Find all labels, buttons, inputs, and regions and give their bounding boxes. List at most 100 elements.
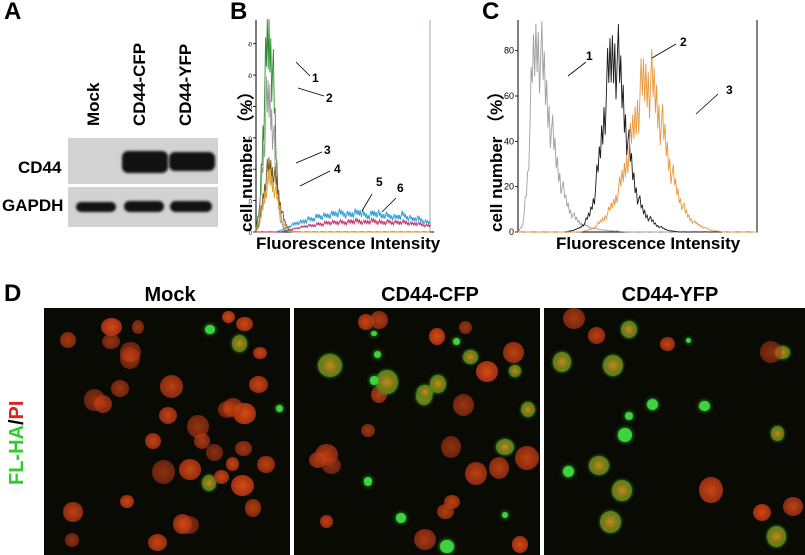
cell-nucleus bbox=[358, 314, 374, 330]
green-fluorescent-spot bbox=[625, 411, 634, 421]
cell-nucleus bbox=[320, 515, 333, 529]
c-y-axis-label-unit: （%） bbox=[487, 82, 506, 132]
c-x-axis-label: Fluorescence Intensity bbox=[556, 234, 741, 253]
cell-nucleus bbox=[612, 480, 632, 501]
cell-nucleus bbox=[119, 494, 135, 509]
cell-nucleus bbox=[248, 375, 269, 394]
cell-nucleus bbox=[512, 536, 528, 553]
b-curve-label-4: 4 bbox=[334, 162, 341, 176]
cell-nucleus bbox=[508, 364, 521, 378]
cell-nucleus bbox=[236, 316, 253, 332]
cell-nucleus bbox=[214, 470, 229, 485]
stain-label-green: FL-HA bbox=[6, 425, 28, 485]
cell-nucleus bbox=[376, 369, 398, 395]
cell-nucleus bbox=[218, 401, 237, 419]
green-fluorescent-spot bbox=[646, 398, 659, 411]
c-series-2-line bbox=[517, 23, 758, 233]
b-curve-label-1: 1 bbox=[312, 71, 319, 85]
cell-nucleus bbox=[621, 321, 638, 339]
c-y-tick-label: 20 bbox=[504, 182, 514, 192]
western-blot-gapdh bbox=[68, 187, 218, 227]
cell-nucleus bbox=[147, 534, 167, 551]
b-y-tick-label: 10 bbox=[248, 200, 253, 206]
cell-nucleus bbox=[193, 433, 210, 449]
micrograph-cd44-cfp bbox=[294, 308, 540, 555]
cell-nucleus bbox=[587, 327, 606, 344]
cell-nucleus bbox=[202, 475, 217, 492]
c-curve-label-1: 1 bbox=[586, 49, 593, 63]
cell-nucleus bbox=[159, 374, 183, 398]
cell-nucleus bbox=[430, 375, 447, 393]
cell-nucleus bbox=[225, 457, 239, 472]
cell-nucleus bbox=[314, 443, 338, 465]
cell-nucleus bbox=[766, 526, 786, 547]
stain-label: FL-HA/PI bbox=[6, 401, 29, 485]
b-curve-label-6: 6 bbox=[397, 181, 404, 195]
c-series-3-line bbox=[517, 49, 758, 233]
b-curve-label-2: 2 bbox=[326, 91, 333, 105]
b-curve-label-5: 5 bbox=[376, 175, 383, 189]
cell-nucleus bbox=[417, 385, 433, 399]
cell-nucleus bbox=[783, 496, 803, 516]
cell-nucleus bbox=[173, 514, 193, 535]
b-series-2-line bbox=[255, 76, 431, 233]
histogram-c: 0 20 40 60 80 1 2 3 bbox=[504, 20, 758, 236]
b-series-5-line bbox=[255, 208, 431, 233]
cell-nucleus bbox=[84, 388, 105, 412]
c-y-tick-label: 0 bbox=[509, 227, 514, 236]
lane-label-mock: Mock bbox=[84, 82, 103, 126]
green-fluorescent-spot bbox=[452, 338, 461, 346]
micro-title-cd44-cfp: CD44-CFP bbox=[381, 284, 479, 306]
cell-nucleus bbox=[429, 327, 446, 345]
cell-nucleus bbox=[151, 459, 176, 485]
lane-label-cd44-cfp: CD44-CFP bbox=[130, 42, 149, 126]
c-curve-label-2: 2 bbox=[680, 35, 687, 49]
green-fluorescent-spot bbox=[502, 512, 509, 518]
cell-nucleus bbox=[588, 456, 610, 475]
green-fluorescent-spot bbox=[363, 476, 373, 486]
cell-nucleus bbox=[205, 443, 223, 462]
b-y-tick-label: 20 bbox=[248, 168, 253, 174]
cell-nucleus bbox=[244, 498, 262, 517]
cell-nucleus bbox=[563, 308, 586, 329]
cell-nucleus bbox=[64, 533, 80, 547]
cell-nucleus bbox=[503, 342, 524, 363]
b-y-tick-label: 60 bbox=[248, 43, 253, 49]
cell-nucleus bbox=[603, 354, 624, 376]
micrograph-cd44-yfp bbox=[544, 308, 805, 555]
cell-nucleus bbox=[453, 393, 475, 416]
cell-nucleus bbox=[440, 435, 462, 459]
cell-nucleus bbox=[318, 354, 343, 378]
b-y-tick-label: 0 bbox=[249, 231, 253, 236]
cell-nucleus bbox=[475, 361, 498, 383]
cell-nucleus bbox=[659, 337, 676, 351]
green-fluorescent-spot bbox=[374, 350, 382, 358]
blot-band-gapdh-mock bbox=[76, 202, 116, 212]
c-curve-label-3: 3 bbox=[726, 83, 733, 97]
cell-nucleus bbox=[370, 311, 389, 329]
green-fluorescent-spot bbox=[396, 512, 406, 523]
cell-nucleus bbox=[63, 501, 84, 522]
micro-title-mock: Mock bbox=[144, 284, 196, 306]
green-fluorescent-spot bbox=[685, 337, 691, 344]
cell-nucleus bbox=[257, 456, 275, 474]
c-y-tick-label: 40 bbox=[504, 136, 514, 146]
cell-nucleus bbox=[599, 510, 622, 534]
cell-nucleus bbox=[131, 319, 145, 334]
c-y-tick-label: 60 bbox=[504, 91, 514, 101]
green-fluorescent-spot bbox=[563, 466, 575, 478]
b-series-6-line bbox=[255, 216, 431, 233]
c-y-axis-label: cell number （%） bbox=[482, 83, 507, 232]
b-y-axis-label-text: cell number bbox=[237, 136, 256, 232]
b-y-tick-label: 30 bbox=[248, 137, 253, 143]
cell-nucleus bbox=[234, 440, 253, 456]
green-fluorescent-spot bbox=[618, 428, 633, 443]
cell-nucleus bbox=[110, 380, 130, 397]
row-label-gapdh: GAPDH bbox=[2, 196, 64, 215]
panel-label-b: B bbox=[230, 0, 248, 25]
green-fluorescent-spot bbox=[369, 376, 378, 385]
histogram-b: 0 10 20 30 40 50 60 1 2 3 4 5 6 bbox=[248, 19, 434, 236]
micrograph-mock bbox=[44, 308, 290, 555]
cell-nucleus bbox=[699, 476, 723, 504]
cell-nucleus bbox=[437, 503, 455, 519]
